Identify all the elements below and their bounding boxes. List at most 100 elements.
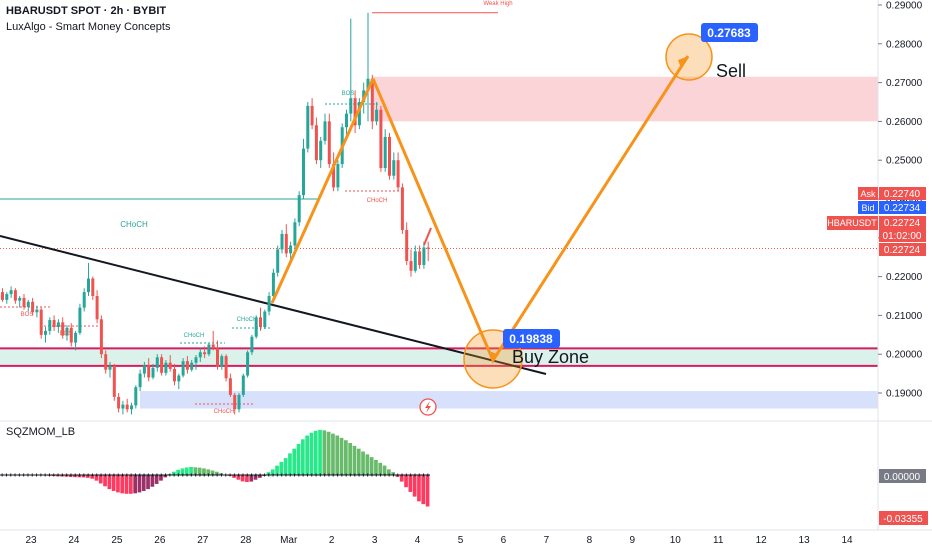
candle[interactable] xyxy=(228,373,232,397)
candle[interactable] xyxy=(293,218,297,250)
candle[interactable] xyxy=(349,18,353,122)
candle[interactable] xyxy=(104,350,108,374)
candle[interactable] xyxy=(9,286,13,298)
candle[interactable] xyxy=(237,393,241,413)
candle[interactable] xyxy=(95,290,99,324)
candle[interactable] xyxy=(259,307,262,331)
candle[interactable] xyxy=(190,360,194,372)
candle[interactable] xyxy=(18,296,22,308)
candle[interactable] xyxy=(52,315,56,331)
sell-target-callout[interactable]: 0.27683 Sell xyxy=(701,23,758,81)
candle[interactable] xyxy=(168,354,172,372)
candle[interactable] xyxy=(173,363,176,386)
candle[interactable] xyxy=(345,109,348,137)
candle[interactable] xyxy=(138,369,142,392)
candle[interactable] xyxy=(65,325,69,341)
candle[interactable] xyxy=(1,288,4,302)
candle[interactable] xyxy=(216,340,219,370)
candle[interactable] xyxy=(82,288,86,312)
candle[interactable] xyxy=(276,245,280,277)
candle[interactable] xyxy=(194,354,198,370)
candle[interactable] xyxy=(306,102,310,153)
demand-zone[interactable] xyxy=(0,348,878,366)
price-pane[interactable]: Weak High CHoCH BOS CHoCH BOS BOS CHoCH … xyxy=(0,0,878,420)
candle[interactable] xyxy=(130,402,133,415)
candle[interactable] xyxy=(78,303,82,335)
supply-zone[interactable] xyxy=(372,76,878,122)
candle[interactable] xyxy=(31,297,35,316)
candle[interactable] xyxy=(332,152,336,192)
candle[interactable] xyxy=(220,354,224,370)
candle[interactable] xyxy=(422,241,426,269)
candle[interactable] xyxy=(413,245,417,273)
indicator-title[interactable]: LuxAlgo - Smart Money Concepts xyxy=(6,21,171,33)
candle[interactable] xyxy=(117,393,121,413)
candle[interactable] xyxy=(91,276,95,300)
candle[interactable] xyxy=(271,268,275,300)
projection-leg-up[interactable] xyxy=(270,78,375,304)
buy-zone-callout[interactable]: 0.19838 Buy Zone xyxy=(503,329,589,367)
oscillator-title[interactable]: SQZMOM_LB xyxy=(6,426,76,438)
candle[interactable] xyxy=(366,12,370,122)
candle[interactable] xyxy=(5,292,9,304)
candle[interactable] xyxy=(121,400,125,415)
candle[interactable] xyxy=(280,230,284,254)
candle[interactable] xyxy=(69,323,73,347)
candle[interactable] xyxy=(155,354,159,372)
candle[interactable] xyxy=(224,354,228,382)
candle[interactable] xyxy=(357,98,361,130)
candle[interactable] xyxy=(134,385,138,409)
candle[interactable] xyxy=(426,241,430,262)
candle[interactable] xyxy=(392,152,396,180)
candle[interactable] xyxy=(254,315,258,339)
candle[interactable] xyxy=(383,129,387,172)
candle[interactable] xyxy=(409,249,413,277)
candle[interactable] xyxy=(250,334,254,355)
candle[interactable] xyxy=(379,105,383,172)
candle[interactable] xyxy=(405,222,409,265)
candle[interactable] xyxy=(323,113,327,145)
candle[interactable] xyxy=(112,363,116,401)
candle[interactable] xyxy=(151,363,155,380)
candle[interactable] xyxy=(207,342,211,357)
trendline[interactable] xyxy=(0,235,547,375)
candle[interactable] xyxy=(267,292,271,316)
candle[interactable] xyxy=(181,358,185,378)
candle[interactable] xyxy=(61,317,65,339)
time-axis[interactable]: 23 24 25 26 27 28 Mar 2 3 4 5 6 7 8 9 10 11 12 13 14 xyxy=(0,529,932,546)
candle[interactable] xyxy=(327,113,331,168)
candle[interactable] xyxy=(164,360,168,376)
candle[interactable] xyxy=(203,346,207,359)
candle[interactable] xyxy=(289,241,293,262)
candle[interactable] xyxy=(13,288,17,304)
candle[interactable] xyxy=(233,393,237,415)
candle[interactable] xyxy=(198,348,202,362)
candle[interactable] xyxy=(26,299,30,312)
candle[interactable] xyxy=(185,356,189,374)
sell-target-circle[interactable] xyxy=(665,33,713,81)
candle[interactable] xyxy=(44,327,47,343)
symbol-title[interactable]: HBARUSDT SPOT · 2h · BYBIT xyxy=(6,5,167,17)
lightning-icon[interactable] xyxy=(419,398,437,416)
candle[interactable] xyxy=(211,330,215,351)
candle[interactable] xyxy=(388,133,391,180)
candle[interactable] xyxy=(263,309,267,329)
candle[interactable] xyxy=(302,138,305,199)
candle[interactable] xyxy=(160,354,164,376)
candle[interactable] xyxy=(241,373,245,397)
candle[interactable] xyxy=(108,361,112,378)
candle[interactable] xyxy=(147,358,151,382)
candle[interactable] xyxy=(177,373,181,390)
lower-demand-zone[interactable] xyxy=(140,391,878,409)
candle[interactable] xyxy=(310,98,314,130)
candle[interactable] xyxy=(125,398,129,413)
candle[interactable] xyxy=(48,317,52,335)
oscillator-pane[interactable] xyxy=(0,429,430,507)
candle[interactable] xyxy=(284,224,288,258)
candle[interactable] xyxy=(99,315,103,359)
candle[interactable] xyxy=(314,117,318,165)
candle[interactable] xyxy=(74,330,78,351)
candle[interactable] xyxy=(35,305,39,318)
candle[interactable] xyxy=(418,245,422,269)
